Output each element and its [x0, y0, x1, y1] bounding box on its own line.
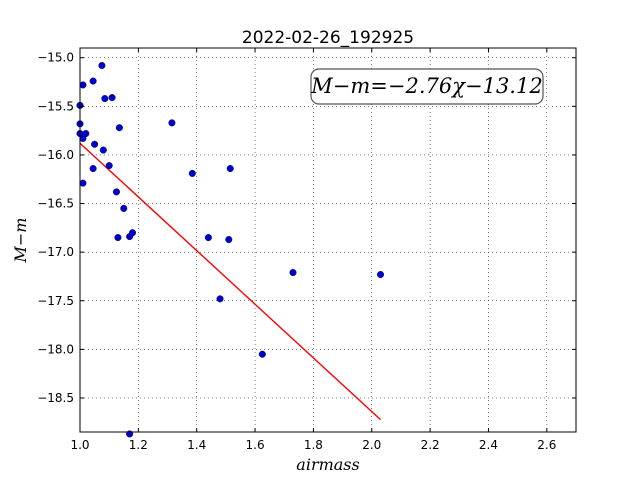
- x-tick-label: 1.8: [304, 438, 323, 452]
- data-point: [99, 146, 107, 154]
- x-tick-label: 1.2: [129, 438, 148, 452]
- data-point: [258, 350, 266, 358]
- data-point: [98, 61, 106, 69]
- chart-title: 2022-02-26_192925: [242, 28, 414, 48]
- data-point: [225, 236, 233, 244]
- data-point: [79, 179, 87, 187]
- x-tick-label: 2.4: [479, 438, 498, 452]
- data-point: [168, 119, 176, 127]
- x-axis-label: airmass: [296, 455, 359, 474]
- x-tick-label: 2.0: [362, 438, 381, 452]
- fit-line: [79, 142, 381, 421]
- plot-area: [80, 48, 576, 432]
- annotation-text: M−m=−2.76χ−13.12: [310, 74, 542, 98]
- y-tick-label: −15.0: [37, 51, 74, 65]
- data-point: [289, 269, 297, 277]
- data-point: [112, 188, 120, 196]
- y-tick-label: −17.0: [37, 245, 74, 259]
- data-point: [377, 271, 385, 279]
- y-tick-label: −16.0: [37, 148, 74, 162]
- y-tick-label: −16.5: [37, 197, 74, 211]
- data-point: [129, 229, 137, 237]
- data-point: [115, 124, 123, 132]
- equation-annotation: M−m=−2.76χ−13.12: [310, 68, 544, 105]
- y-tick-label: −18.5: [37, 391, 74, 405]
- plot-frame: [79, 47, 577, 433]
- data-point: [120, 204, 128, 212]
- x-tick-label: 2.2: [421, 438, 440, 452]
- y-axis-label: M−m: [11, 218, 30, 264]
- y-tick-label: −17.5: [37, 294, 74, 308]
- data-points: [76, 61, 385, 438]
- y-tick-label: −15.5: [37, 99, 74, 113]
- grid: [79, 48, 576, 432]
- x-tick-label: 1.4: [187, 438, 206, 452]
- fit-line-group: [79, 142, 381, 421]
- data-point: [82, 130, 90, 138]
- data-point: [101, 95, 109, 103]
- data-point: [204, 234, 212, 242]
- data-point: [216, 295, 224, 303]
- data-point: [79, 81, 87, 89]
- data-point: [91, 140, 99, 148]
- x-tick-label: 1.6: [246, 438, 265, 452]
- data-point: [114, 234, 122, 242]
- axis-ticks: 1.0 1.2 1.4 1.6 1.8 2.0 2.2 2.4 2.6 −15.0 −15.5 −16…: [37, 48, 576, 452]
- data-point: [226, 165, 234, 173]
- y-tick-label: −18.0: [37, 342, 74, 356]
- data-point: [108, 94, 116, 102]
- x-tick-label: 1.0: [70, 438, 89, 452]
- data-point: [89, 77, 97, 85]
- data-point: [188, 169, 196, 177]
- annotation-box: [310, 68, 544, 105]
- data-point: [89, 165, 97, 173]
- x-tick-label: 2.6: [537, 438, 556, 452]
- data-point: [105, 162, 113, 170]
